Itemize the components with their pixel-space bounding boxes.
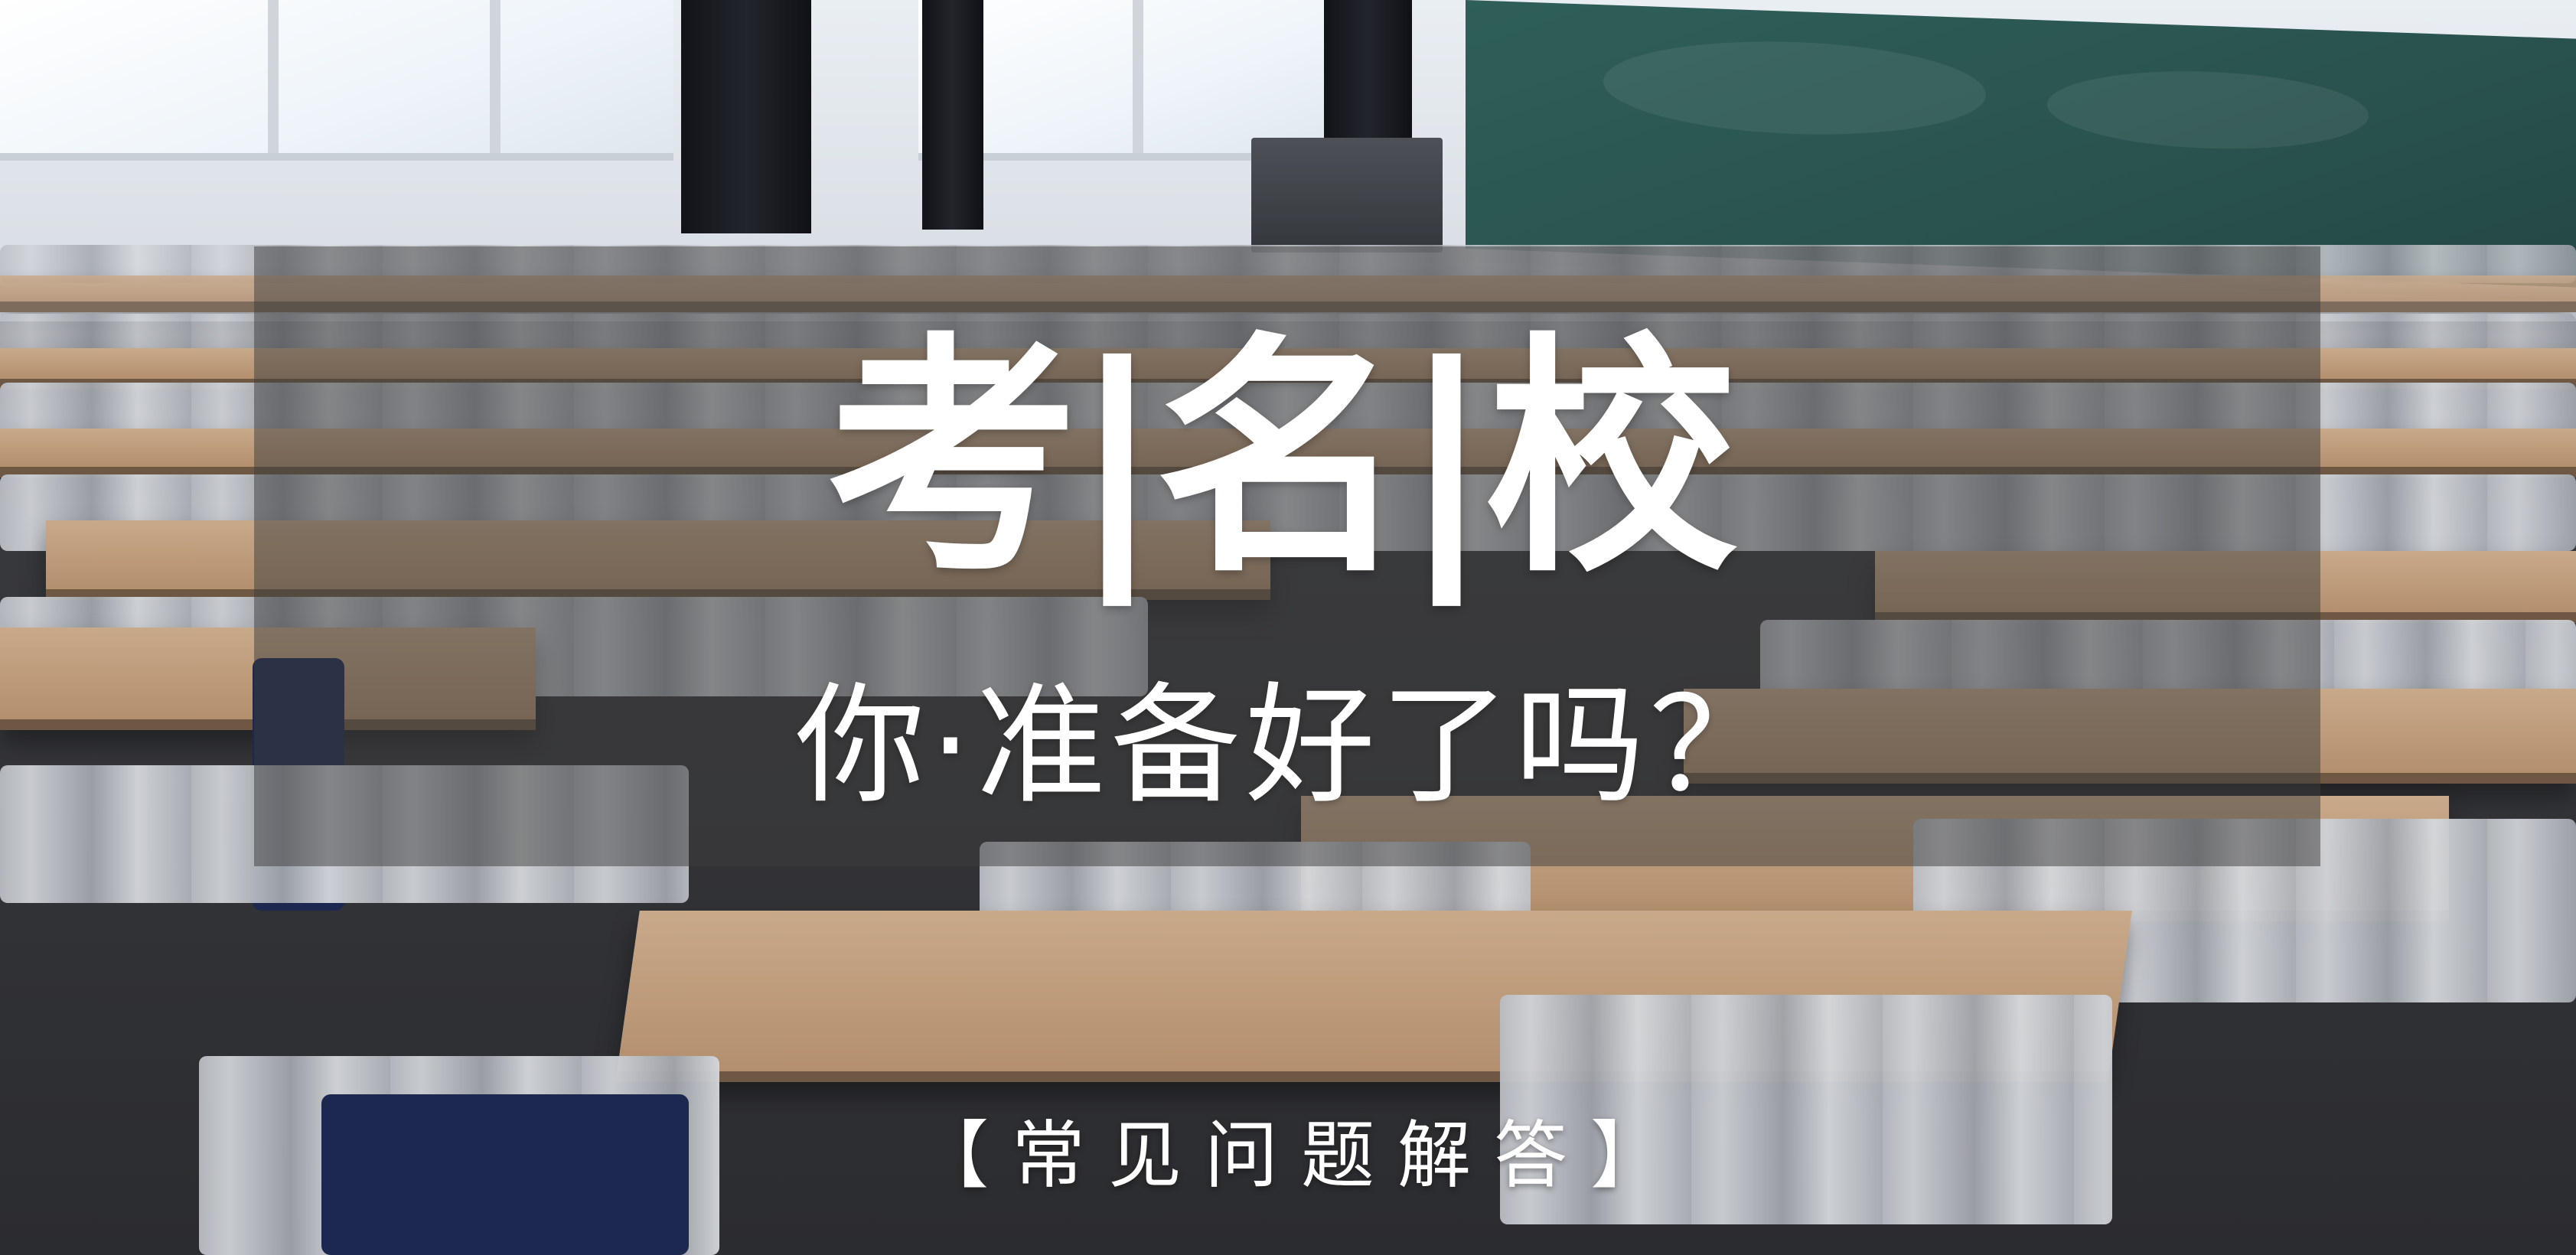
overlay-panel — [254, 246, 2320, 866]
seat-blue — [321, 1094, 689, 1255]
chalk-smudge — [1603, 35, 1986, 141]
seat-row — [1500, 995, 2112, 1224]
banner-subtitle: 你·准备好了吗？ — [794, 670, 1785, 822]
podium — [1251, 138, 1443, 253]
banner-title: 考|名|校 — [826, 312, 1737, 606]
window-center — [918, 0, 1332, 161]
faq-label: 【常见问题解答】 — [915, 1113, 1687, 1198]
window-frame — [490, 0, 501, 153]
window-left — [0, 0, 673, 161]
window-frame — [268, 0, 279, 153]
curtain — [1324, 0, 1412, 145]
chalk-smudge — [2047, 66, 2369, 155]
window-frame — [1133, 0, 1143, 153]
curtain — [922, 0, 983, 230]
curtain — [681, 0, 811, 233]
